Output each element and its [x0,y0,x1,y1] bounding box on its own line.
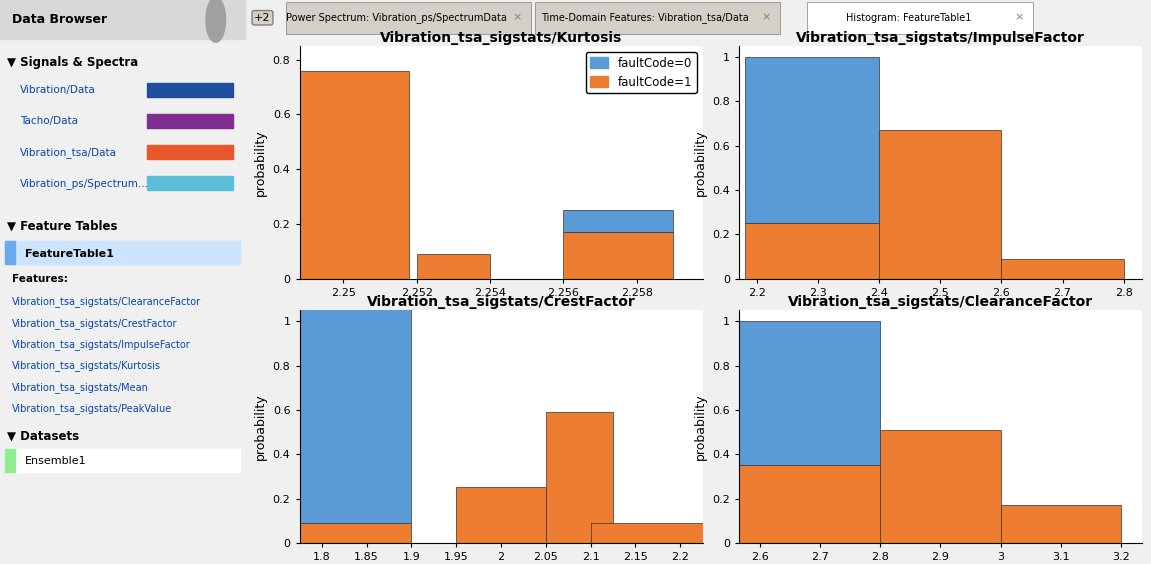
Title: Vibration_tsa_sigstats/ClearanceFactor: Vibration_tsa_sigstats/ClearanceFactor [787,295,1093,309]
Bar [535,2,779,34]
Bar [546,412,613,543]
Bar [299,70,410,279]
Text: Vibration_tsa_sigstats/ImpulseFactor: Vibration_tsa_sigstats/ImpulseFactor [13,339,191,350]
Text: ▼ Feature Tables: ▼ Feature Tables [7,219,117,232]
Text: Histogram: FeatureTable1: Histogram: FeatureTable1 [846,13,971,23]
Text: FeatureTable1: FeatureTable1 [24,249,114,259]
Text: Vibration_tsa_sigstats/CrestFactor: Vibration_tsa_sigstats/CrestFactor [13,318,177,329]
Text: Vibration/Data: Vibration/Data [20,85,96,95]
Bar [739,465,881,543]
Y-axis label: probability: probability [694,129,707,196]
Bar [456,487,546,543]
Bar [879,130,1001,279]
Text: ▼ Signals & Spectra: ▼ Signals & Spectra [7,55,138,69]
Text: ×: × [512,13,521,23]
Bar [5,241,241,264]
Text: ▼ Datasets: ▼ Datasets [7,429,79,443]
Y-axis label: probability: probability [254,393,267,460]
Bar [745,57,879,223]
Y-axis label: probability: probability [694,393,707,460]
Bar [5,449,15,472]
Bar [299,302,412,523]
Bar [285,2,531,34]
Text: Vibration_tsa/Data: Vibration_tsa/Data [20,147,116,158]
Text: Vibration_tsa_sigstats/Kurtosis: Vibration_tsa_sigstats/Kurtosis [13,360,161,372]
Title: Vibration_tsa_sigstats/ImpulseFactor: Vibration_tsa_sigstats/ImpulseFactor [796,31,1085,45]
Bar [881,430,1000,543]
Bar [5,241,15,264]
Text: Tacho/Data: Tacho/Data [20,116,77,126]
Bar [417,254,490,279]
Title: Vibration_tsa_sigstats/CrestFactor: Vibration_tsa_sigstats/CrestFactor [367,295,635,309]
Bar [1001,259,1123,279]
Text: Vibration_tsa_sigstats/Mean: Vibration_tsa_sigstats/Mean [13,382,150,393]
Bar [563,210,673,232]
Bar [1000,505,1121,543]
Bar [563,232,673,279]
Bar [807,2,1034,34]
Text: ×: × [761,13,770,23]
Text: Vibration_ps/Spectrum...: Vibration_ps/Spectrum... [20,178,148,189]
Bar [5,449,241,472]
Bar [147,83,233,97]
Bar [147,176,233,190]
Text: Vibration_tsa_sigstats/PeakValue: Vibration_tsa_sigstats/PeakValue [13,403,173,415]
Text: Vibration_tsa_sigstats/ClearanceFactor: Vibration_tsa_sigstats/ClearanceFactor [13,296,201,307]
Bar [745,223,879,279]
Text: Ensemble1: Ensemble1 [24,456,86,466]
Bar [147,114,233,128]
Text: ×: × [1015,13,1024,23]
Text: Time-Domain Features: Vibration_tsa/Data: Time-Domain Features: Vibration_tsa/Data [541,12,749,23]
Bar [739,321,881,465]
Text: Data Browser: Data Browser [13,13,107,27]
Y-axis label: probability: probability [254,129,267,196]
Bar [147,145,233,159]
Text: Power Spectrum: Vibration_ps/SpectrumData: Power Spectrum: Vibration_ps/SpectrumDat… [285,12,506,23]
Legend: faultCode=0, faultCode=1: faultCode=0, faultCode=1 [586,52,696,94]
Bar [0,0,245,39]
Text: +2: +2 [254,13,270,23]
Bar [590,523,702,543]
Bar [299,523,412,543]
Circle shape [206,0,226,42]
Text: Features:: Features: [13,274,68,284]
Title: Vibration_tsa_sigstats/Kurtosis: Vibration_tsa_sigstats/Kurtosis [380,31,623,45]
